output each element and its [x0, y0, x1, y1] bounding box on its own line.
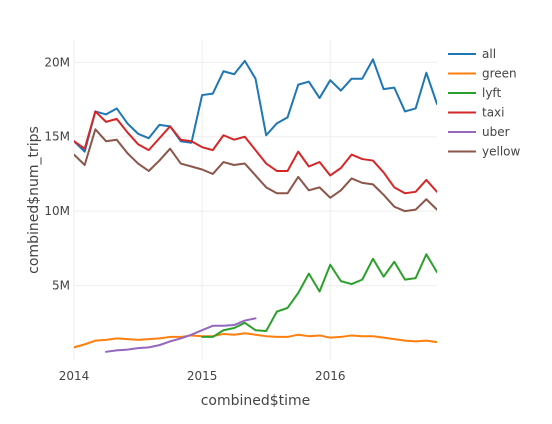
- legend-item-yellow[interactable]: yellow: [448, 145, 520, 159]
- legend-label: lyft: [482, 86, 501, 100]
- y-axis-title: combined$num_trips: [26, 126, 42, 274]
- legend-item-green[interactable]: green: [448, 67, 517, 81]
- legend-item-uber[interactable]: uber: [448, 125, 510, 139]
- y-tick-label: 20M: [44, 55, 70, 69]
- series-layer: [74, 58, 437, 353]
- legend-label: all: [482, 47, 496, 61]
- series-line-taxi: [74, 110, 437, 195]
- legend-label: yellow: [482, 145, 520, 159]
- series-line-uber: [105, 317, 257, 353]
- legend-label: green: [482, 67, 517, 81]
- x-tick-label: 2016: [315, 369, 346, 383]
- legend-item-taxi[interactable]: taxi: [448, 106, 505, 120]
- legend-item-all[interactable]: all: [448, 47, 496, 61]
- legend-label: uber: [482, 125, 510, 139]
- y-tick-label: 5M: [52, 279, 70, 293]
- legend-label: taxi: [482, 106, 505, 120]
- x-tick-label: 2015: [187, 369, 218, 383]
- y-tick-label: 15M: [44, 130, 70, 144]
- x-axis-title: combined$time: [201, 393, 311, 409]
- y-tick-label: 10M: [44, 204, 70, 218]
- series-line-lyft: [201, 253, 437, 338]
- series-line-all: [74, 58, 437, 153]
- legend-item-lyft[interactable]: lyft: [448, 86, 501, 100]
- legend[interactable]: all green lyft taxi uber yellow: [448, 47, 520, 159]
- axis-layer: 5M 10M 15M 20M 2014 2015 2016: [44, 55, 345, 383]
- grid-layer: [73, 40, 437, 360]
- series-line-yellow: [74, 128, 437, 213]
- x-tick-label: 2014: [59, 369, 90, 383]
- series-line-green: [74, 332, 437, 349]
